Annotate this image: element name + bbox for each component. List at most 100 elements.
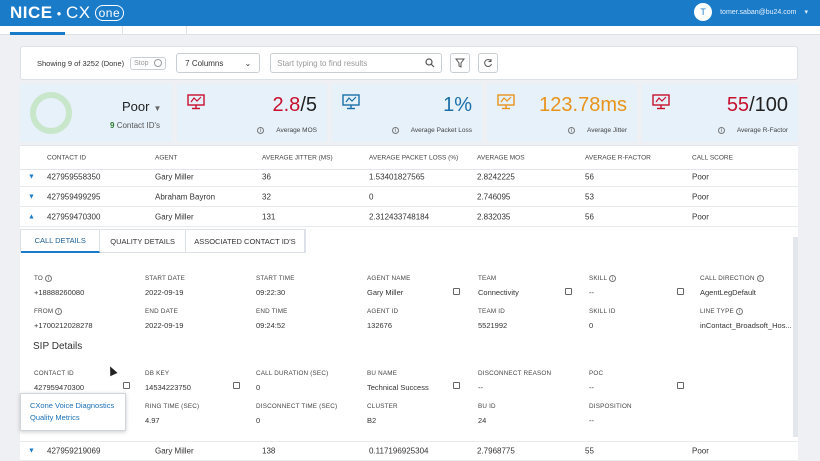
table-row[interactable]: ▼ 427959219069 Gary Miller 138 0.1171969…	[20, 441, 798, 461]
metric-card-mos: 2.8/5 i Average MOS	[177, 84, 327, 142]
nice-cxone-logo[interactable]: NICE ● CX one	[10, 3, 125, 23]
field-label: SKILL ID	[589, 308, 616, 315]
cell-agent: Gary Miller	[155, 212, 194, 221]
metric-suffix: /100	[749, 94, 788, 116]
tab-quality-details[interactable]: QUALITY DETAILS	[100, 230, 186, 253]
field-end-date: END DATE 2022-09-19	[145, 308, 183, 330]
caret-down-icon: ▼	[153, 104, 162, 113]
cell-agent: Abraham Bayron	[155, 192, 216, 201]
filter-button[interactable]	[450, 53, 471, 73]
cell-mos: 2.746095	[477, 192, 511, 201]
copy-icon[interactable]	[677, 382, 684, 389]
info-icon[interactable]: i	[568, 126, 576, 134]
tab-call-details[interactable]: CALL DETAILS	[21, 230, 101, 253]
table-row-expanded[interactable]: ▲ 427959470300 Gary Miller 131 2.3124337…	[20, 207, 798, 227]
stop-toggle[interactable]: Stop	[130, 56, 167, 70]
info-icon[interactable]: i	[717, 126, 725, 134]
field-label: POC	[589, 370, 604, 377]
info-icon[interactable]: i	[257, 126, 265, 134]
metric-label-text: Average MOS	[276, 127, 317, 134]
copy-icon[interactable]	[123, 382, 130, 389]
refresh-button[interactable]	[478, 53, 499, 73]
collapse-icon[interactable]: ▲	[28, 213, 35, 220]
metric-label-text: Average Packet Loss	[410, 127, 472, 134]
column-header[interactable]: AGENT	[155, 154, 178, 161]
field-start-date: START DATE 2022-09-19	[145, 275, 185, 297]
info-icon[interactable]: i	[55, 308, 63, 315]
score-select[interactable]: Poor ▼	[122, 99, 161, 114]
active-tab-indicator	[10, 32, 65, 35]
field-label: START DATE	[145, 275, 186, 282]
cell-contact-id: 427959558350	[47, 172, 101, 181]
metric-label: i Average Jitter	[568, 126, 627, 134]
expand-icon[interactable]: ▼	[28, 193, 35, 200]
info-icon[interactable]: i	[609, 275, 617, 282]
field-line-type: LINE TYPE i inContact_Broadsoft_Hos...	[700, 308, 792, 330]
search-placeholder: Start typing to find results	[277, 58, 368, 68]
monitor-alert-icon	[652, 94, 670, 110]
table-row[interactable]: ▼ 427959558350 Gary Miller 36 1.53401827…	[20, 167, 798, 187]
vertical-scrollbar[interactable]	[793, 237, 798, 437]
metric-card-packet-loss: 1% i Average Packet Loss	[332, 84, 482, 142]
field-value: inContact_Broadsoft_Hos...	[700, 321, 792, 331]
search-icon	[425, 58, 435, 68]
info-icon[interactable]: i	[45, 275, 53, 282]
field-label: LINE TYPE	[700, 308, 734, 316]
column-header[interactable]: AVERAGE JITTER (MS)	[262, 154, 333, 161]
cell-jitter: 138	[262, 446, 276, 456]
expand-icon[interactable]: ▼	[28, 447, 35, 455]
column-header[interactable]: CONTACT ID	[47, 154, 87, 161]
field-poc: POC --	[589, 370, 603, 392]
metric-value: 123.78ms	[539, 94, 627, 117]
copy-icon[interactable]	[565, 288, 572, 295]
field-value: AgentLegDefault	[700, 288, 756, 298]
column-header[interactable]: AVERAGE PACKET LOSS (%)	[369, 154, 459, 161]
field-label: DISPOSITION	[589, 403, 632, 410]
cell-call-score: Poor	[692, 212, 709, 221]
contact-count-number: 9	[110, 121, 115, 130]
field-value: 24	[478, 416, 487, 425]
menu-item-quality-metrics[interactable]: Quality Metrics	[30, 413, 80, 422]
field-value: 0	[256, 416, 261, 425]
cell-r-factor: 55	[585, 446, 594, 456]
field-agent-id: AGENT ID 132676	[367, 308, 398, 330]
column-header[interactable]: AVERAGE MOS	[477, 154, 525, 161]
column-header[interactable]: AVERAGE R-FACTOR	[585, 154, 651, 161]
logo-cx-text: CX	[65, 3, 91, 22]
copy-icon[interactable]	[453, 288, 460, 295]
menu-item-voice-diagnostics[interactable]: CXone Voice Diagnostics	[30, 401, 115, 410]
cell-r-factor: 53	[585, 192, 594, 201]
field-label: CONTACT ID	[34, 370, 74, 377]
copy-icon[interactable]	[677, 288, 684, 295]
tab-associated-contact-ids[interactable]: ASSOCIATED CONTACT ID'S	[186, 230, 305, 253]
field-label: CALL DURATION (SEC)	[256, 370, 329, 377]
avatar[interactable]: T	[694, 3, 713, 21]
copy-icon[interactable]	[453, 382, 460, 389]
column-header[interactable]: CALL SCORE	[692, 154, 733, 161]
chevron-down-icon[interactable]: ▾	[804, 9, 808, 16]
field-label: TEAM ID	[478, 308, 505, 315]
cell-r-factor: 56	[585, 172, 594, 181]
search-input[interactable]: Start typing to find results	[270, 53, 443, 73]
field-value: 132676	[367, 321, 393, 330]
contact-id-link[interactable]: 427959470300	[34, 383, 85, 392]
metric-value: 55/100	[727, 94, 788, 117]
info-icon[interactable]: i	[735, 308, 743, 315]
info-icon[interactable]: i	[391, 126, 399, 134]
summary-cards: Poor ▼ 9 Contact ID's 2.8/5 i Average MOS …	[20, 84, 798, 142]
field-label: TO	[34, 275, 44, 283]
user-menu[interactable]: T tomer.saban@bu24.com ▾	[694, 3, 808, 21]
copy-icon[interactable]	[233, 382, 240, 389]
columns-select[interactable]: 7 Columns ⌄	[176, 53, 261, 73]
cell-agent: Gary Miller	[155, 446, 194, 456]
sip-details-heading: SIP Details	[33, 341, 83, 352]
expand-icon[interactable]: ▼	[28, 173, 35, 180]
field-value: B2	[367, 416, 377, 425]
field-value: 14534223750	[145, 383, 191, 392]
logo-one-text: one	[94, 5, 125, 21]
field-bu-name: BU NAME Technical Success	[367, 370, 429, 392]
refresh-icon	[484, 59, 493, 68]
info-icon[interactable]: i	[756, 275, 764, 282]
table-row[interactable]: ▼ 427959499295 Abraham Bayron 32 0 2.746…	[20, 187, 798, 207]
field-sip-contact-id: CONTACT ID 427959470300	[34, 370, 84, 392]
